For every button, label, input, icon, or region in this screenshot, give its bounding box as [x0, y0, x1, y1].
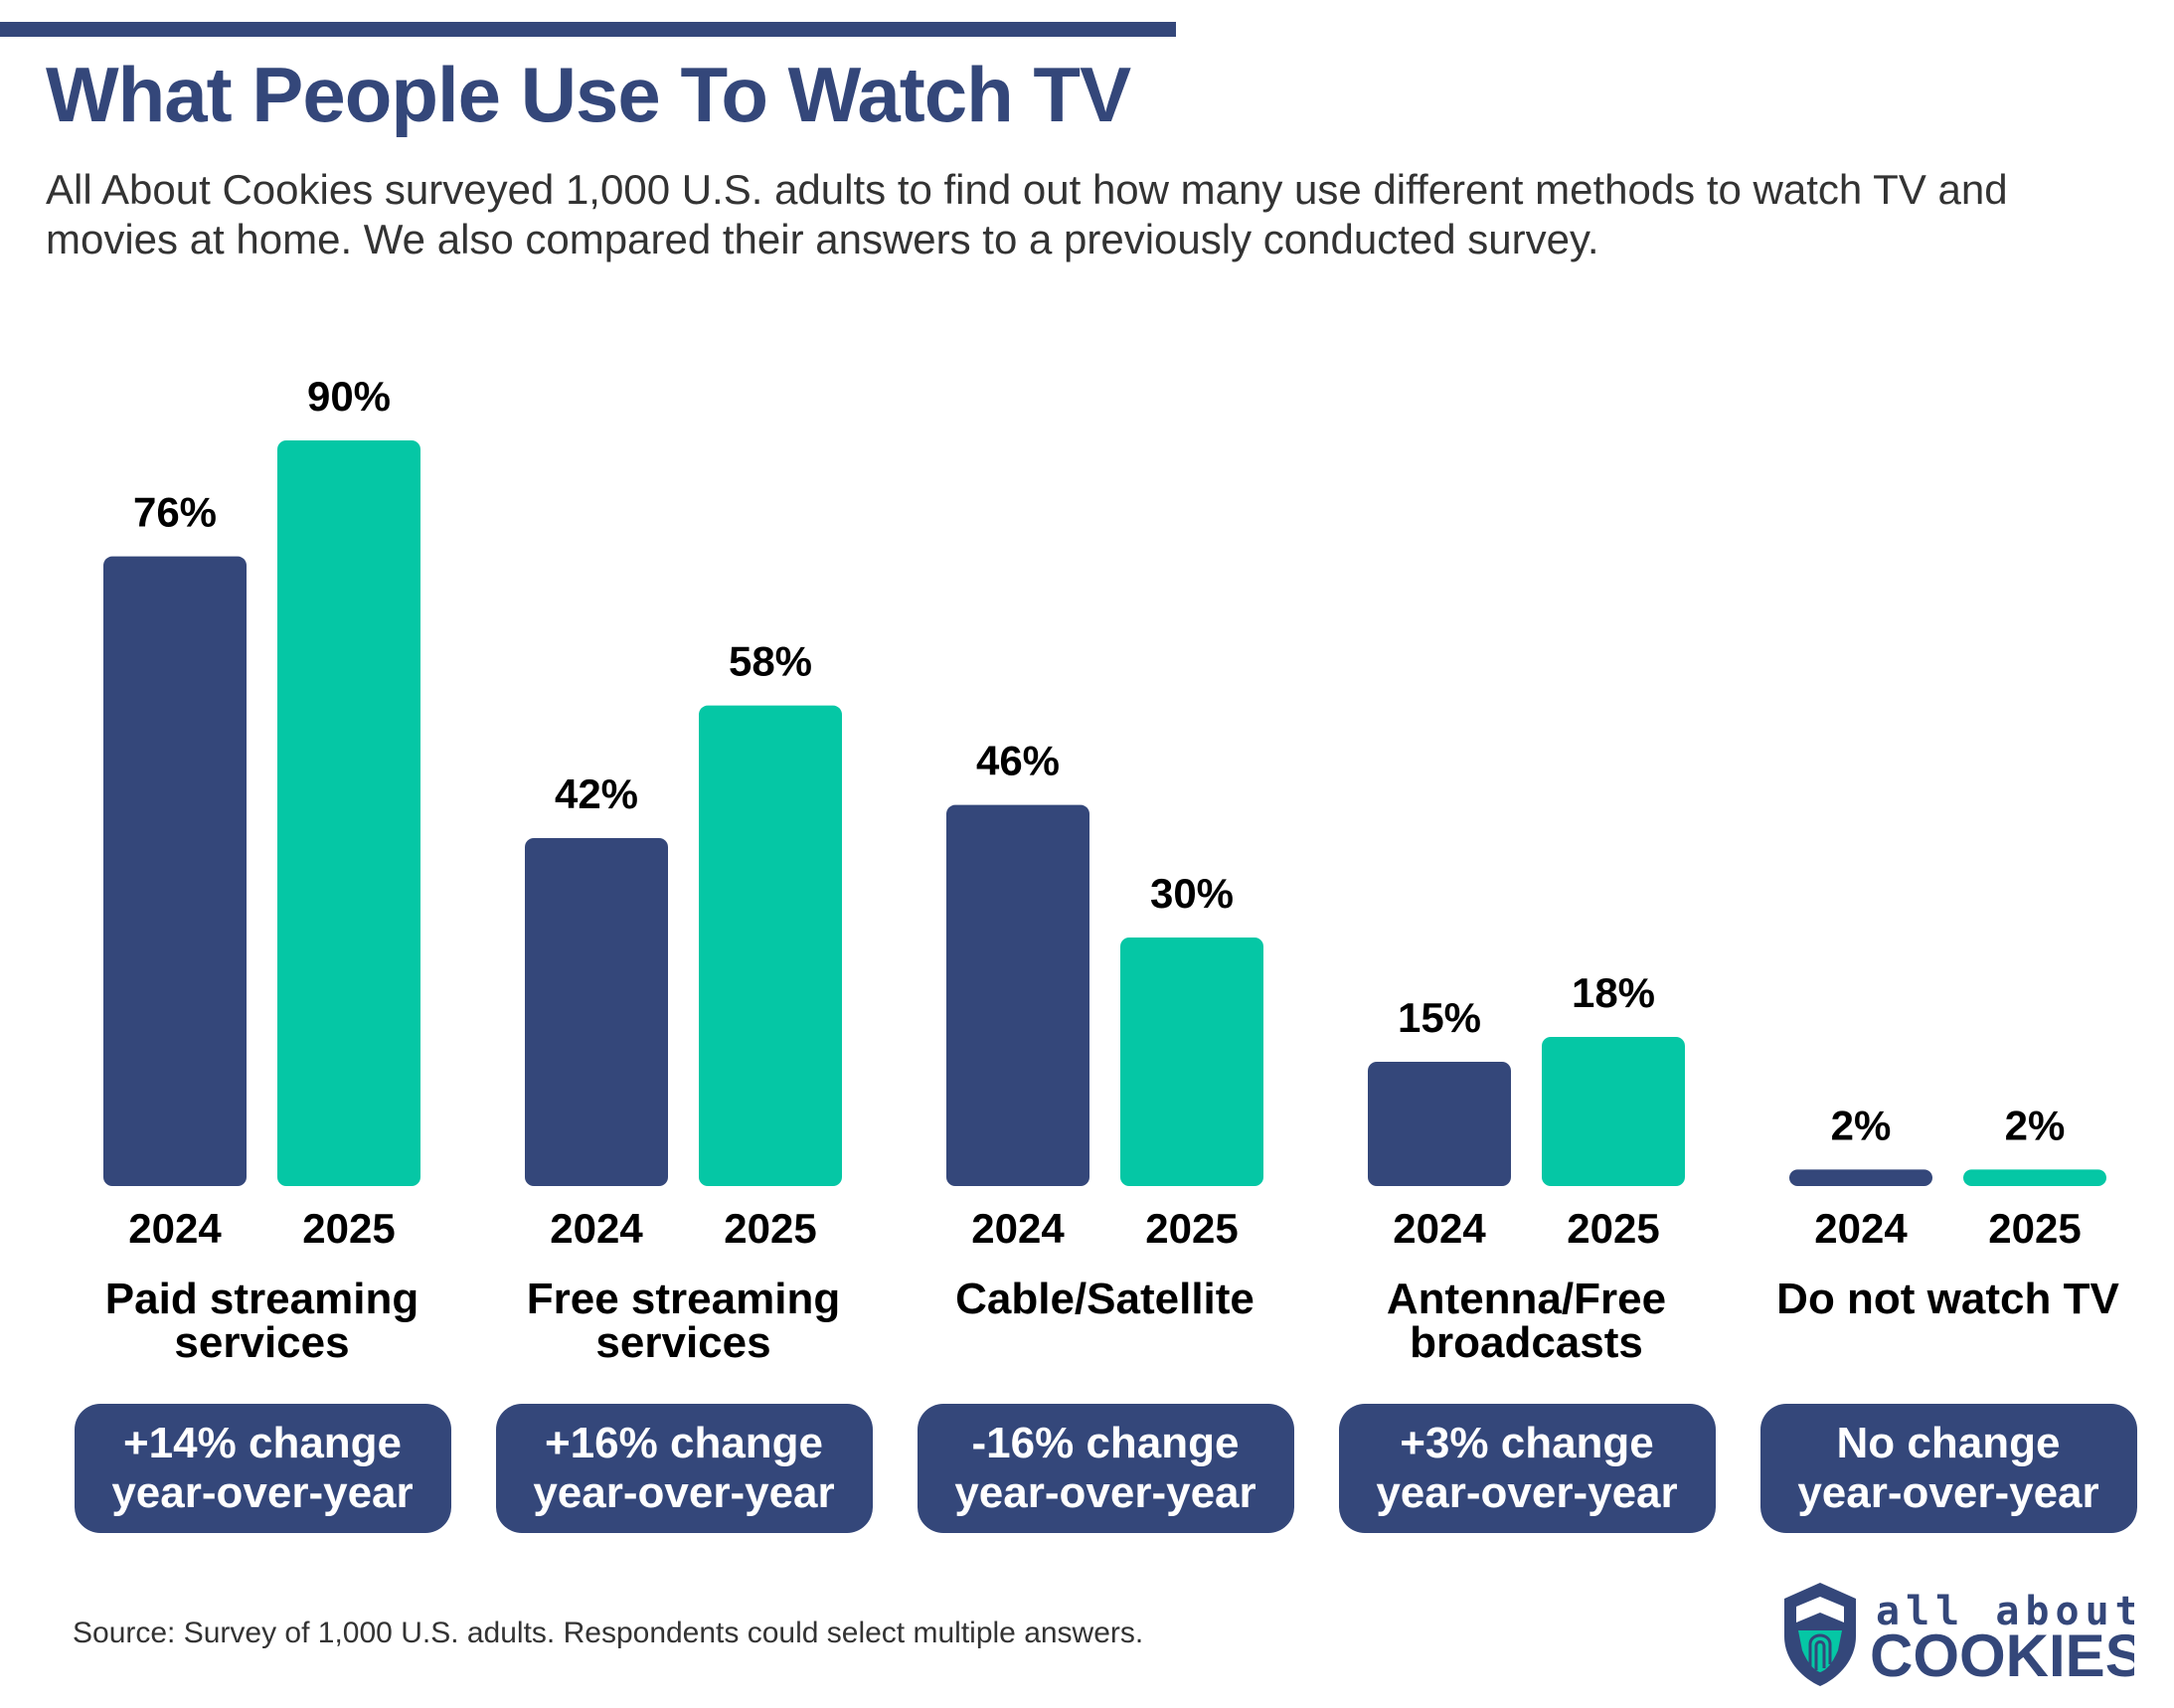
value-label: 30%: [1150, 870, 1234, 917]
category-label: Do not watch TV: [1776, 1275, 2119, 1323]
year-label: 2024: [1814, 1205, 1908, 1252]
change-text: +16% change: [544, 1419, 824, 1467]
bar-2024: [525, 838, 668, 1186]
change-text: year-over-year: [954, 1468, 1256, 1517]
bar-2024: [1368, 1062, 1511, 1186]
svg-text:all about: all about: [1876, 1589, 2134, 1634]
change-text: +14% change: [122, 1419, 403, 1467]
bar-2025: [1542, 1037, 1685, 1186]
value-label: 2%: [2005, 1102, 2066, 1148]
year-label: 2024: [1393, 1205, 1486, 1252]
change-text: No change: [1836, 1419, 2061, 1467]
category-label: Free streaming services: [526, 1275, 841, 1367]
change-text: year-over-year: [1376, 1468, 1678, 1517]
top-accent-bar: [0, 22, 1176, 37]
year-label: 2025: [724, 1205, 816, 1252]
source-note: Source: Survey of 1,000 U.S. adults. Res…: [73, 1617, 1144, 1649]
year-label: 2025: [302, 1205, 395, 1252]
bar-2025: [699, 705, 842, 1186]
bar-2024: [946, 804, 1089, 1186]
svg-text:COOKIES: COOKIES: [1870, 1623, 2134, 1689]
year-label: 2025: [1567, 1205, 1659, 1252]
bar-2025: [277, 440, 420, 1186]
year-label: 2024: [550, 1205, 643, 1252]
bar-2024: [1789, 1169, 1932, 1186]
year-label: 2024: [128, 1205, 222, 1252]
value-label: 90%: [307, 373, 391, 420]
change-text: +3% change: [1400, 1419, 1654, 1467]
change-text: year-over-year: [533, 1468, 835, 1517]
year-label: 2025: [1988, 1205, 2081, 1252]
value-label: 46%: [976, 738, 1060, 784]
year-label: 2024: [971, 1205, 1065, 1252]
value-label: 15%: [1398, 994, 1481, 1041]
change-badge: +16% change year-over-year: [495, 1404, 873, 1533]
change-text: year-over-year: [1797, 1468, 2099, 1517]
all-about-cookies-logo: all about COOKIES: [1784, 1583, 2134, 1689]
change-badge: +14% change year-over-year: [74, 1404, 451, 1533]
bar-2024: [103, 556, 247, 1186]
chart-title: What People Use To Watch TV: [46, 51, 1131, 138]
change-text: -16% change: [971, 1419, 1240, 1467]
change-badge: -16% change year-over-year: [917, 1404, 1294, 1533]
bar-2025: [1120, 938, 1263, 1186]
category-label: Paid streaming services: [104, 1275, 419, 1367]
chart-subtitle: All About Cookies surveyed 1,000 U.S. ad…: [46, 166, 2008, 262]
change-badge: No change year-over-year: [1759, 1404, 2137, 1533]
category-label: Cable/Satellite: [955, 1275, 1254, 1323]
value-label: 58%: [729, 638, 812, 685]
value-label: 42%: [555, 770, 638, 817]
value-label: 76%: [133, 489, 217, 536]
bar-2025: [1963, 1169, 2106, 1186]
change-badge: +3% change year-over-year: [1338, 1404, 1716, 1533]
year-label: 2025: [1145, 1205, 1238, 1252]
value-label: 2%: [1831, 1102, 1892, 1148]
value-label: 18%: [1572, 969, 1655, 1016]
category-label: Antenna/Free broadcasts: [1386, 1275, 1667, 1367]
change-text: year-over-year: [111, 1468, 414, 1517]
